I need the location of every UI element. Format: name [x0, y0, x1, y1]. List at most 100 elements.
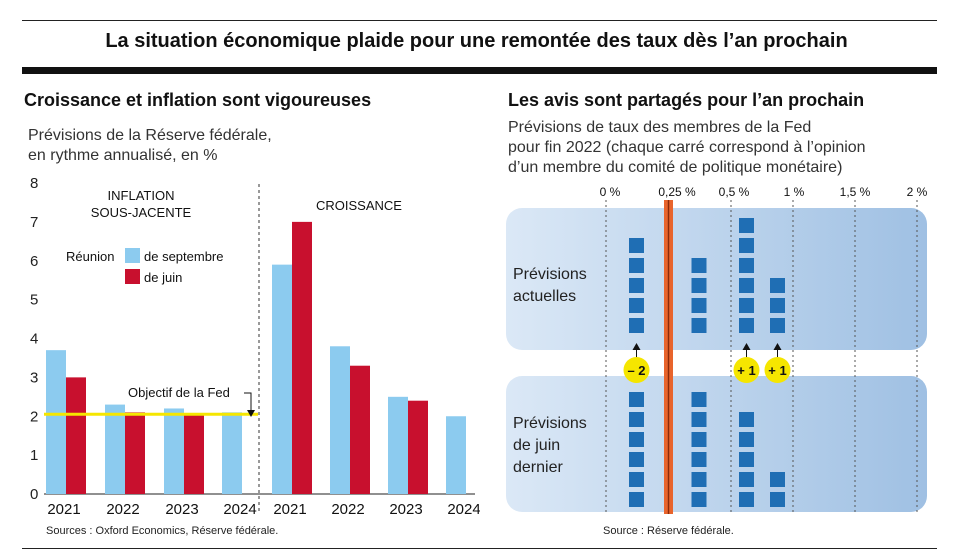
change-arrow-head — [632, 343, 641, 350]
x-tick-label: 1 % — [784, 185, 805, 199]
y-tick-label: 7 — [30, 214, 38, 231]
member-square — [691, 318, 707, 333]
x-tick-label: 1,5 % — [840, 185, 871, 199]
bar-septembre — [388, 396, 408, 494]
row-label: dernier — [513, 459, 563, 476]
member-square — [770, 472, 785, 487]
y-tick-label: 0 — [30, 486, 38, 503]
member-square — [739, 492, 754, 507]
member-square — [770, 492, 785, 507]
member-square — [629, 492, 644, 507]
member-square — [739, 258, 754, 273]
bar-juin — [66, 377, 86, 494]
bar-septembre — [46, 350, 66, 494]
bar-septembre — [330, 346, 350, 494]
member-square — [691, 258, 707, 273]
right-subtitle-line1: Prévisions de taux des membres de la Fed — [508, 119, 812, 136]
bottom-rule — [22, 548, 937, 549]
member-square — [739, 218, 754, 233]
bar-septembre — [222, 412, 242, 494]
x-tick-label: 0,5 % — [719, 185, 750, 199]
member-square — [629, 472, 644, 487]
x-tick-label: 0,25 % — [658, 185, 696, 199]
bar-septembre — [105, 404, 125, 494]
x-tick-label: 2022 — [331, 501, 364, 518]
fed-target-arrow — [247, 410, 255, 417]
right-subtitle-line2: pour fin 2022 (chaque carré correspond à… — [508, 139, 866, 156]
x-tick-label: 2021 — [47, 501, 80, 518]
member-square — [739, 432, 754, 447]
x-tick-label: 2024 — [447, 501, 480, 518]
right-subtitle-line3: d’un membre du comité de politique monét… — [508, 159, 843, 176]
member-square — [739, 412, 754, 427]
bar-juin — [125, 412, 145, 494]
member-square — [691, 392, 707, 407]
member-square — [739, 472, 754, 487]
group-label-croissance: CROISSANCE — [316, 198, 402, 213]
legend-label-juin: de juin — [144, 270, 182, 285]
member-square — [739, 452, 754, 467]
x-tick-label: 2023 — [165, 501, 198, 518]
legend-swatch-septembre — [125, 248, 140, 263]
member-square — [739, 298, 754, 313]
member-square — [629, 238, 644, 253]
top-rule — [22, 20, 937, 21]
member-square — [629, 392, 644, 407]
member-square — [770, 318, 785, 333]
fed-target-label: Objectif de la Fed — [128, 385, 230, 400]
bar-juin — [350, 365, 370, 494]
group-label-inflation-line1: INFLATION — [108, 188, 175, 203]
change-badge — [623, 357, 650, 383]
bar-septembre — [164, 408, 184, 494]
member-square — [691, 452, 707, 467]
member-square — [629, 432, 644, 447]
member-square — [691, 278, 707, 293]
change-badge-label: + 1 — [768, 363, 786, 378]
bar-juin — [292, 221, 312, 494]
row-label: de juin — [513, 437, 560, 454]
member-square — [629, 298, 644, 313]
member-square — [629, 258, 644, 273]
member-square — [770, 298, 785, 313]
member-square — [629, 278, 644, 293]
x-tick-label: 2024 — [223, 501, 256, 518]
right-source: Source : Réserve fédérale. — [603, 525, 734, 537]
fed-target-leader — [244, 392, 252, 412]
row-band — [506, 376, 927, 512]
legend-swatch-juin — [125, 269, 140, 284]
y-tick-label: 2 — [30, 408, 38, 425]
member-square — [629, 318, 644, 333]
right-dot-plot: 0 % 0,25 % 0,5 % 1 % 1,5 % 2 % Prévisions actue… — [506, 185, 928, 514]
x-tick-label: 0 % — [600, 185, 621, 199]
left-bar-chart: 0 1 2 3 4 5 6 7 8 INFLATION SOUS-JACENTE CROISSANCE… — [30, 175, 480, 518]
y-tick-label: 5 — [30, 292, 38, 309]
x-tick-label: 2023 — [389, 501, 422, 518]
bar-juin — [184, 414, 204, 494]
member-square — [691, 492, 707, 507]
x-tick-label: 2 % — [907, 185, 928, 199]
x-tick-label: 2022 — [106, 501, 139, 518]
member-square — [691, 298, 707, 313]
member-square — [739, 318, 754, 333]
change-badge — [733, 357, 760, 383]
y-tick-label: 1 — [30, 447, 38, 464]
y-tick-label: 8 — [30, 175, 38, 192]
y-tick-label: 3 — [30, 369, 38, 386]
left-subtitle-line2: en rythme annualisé, en % — [28, 147, 218, 164]
member-square — [691, 432, 707, 447]
headline-bar — [22, 67, 937, 74]
change-badge-label: – 2 — [627, 363, 645, 378]
member-square — [629, 452, 644, 467]
y-tick-label: 4 — [30, 331, 38, 348]
x-tick-label: 2021 — [273, 501, 306, 518]
headline: La situation économique plaide pour une … — [105, 30, 848, 52]
bar-septembre — [272, 264, 292, 494]
group-label-inflation-line2: SOUS-JACENTE — [91, 205, 192, 220]
member-square — [739, 238, 754, 253]
change-badge — [764, 357, 791, 383]
row-label: actuelles — [513, 288, 576, 305]
row-label: Prévisions — [513, 415, 587, 432]
legend-title: Réunion — [66, 249, 114, 264]
member-square — [739, 278, 754, 293]
bar-septembre — [446, 416, 466, 494]
